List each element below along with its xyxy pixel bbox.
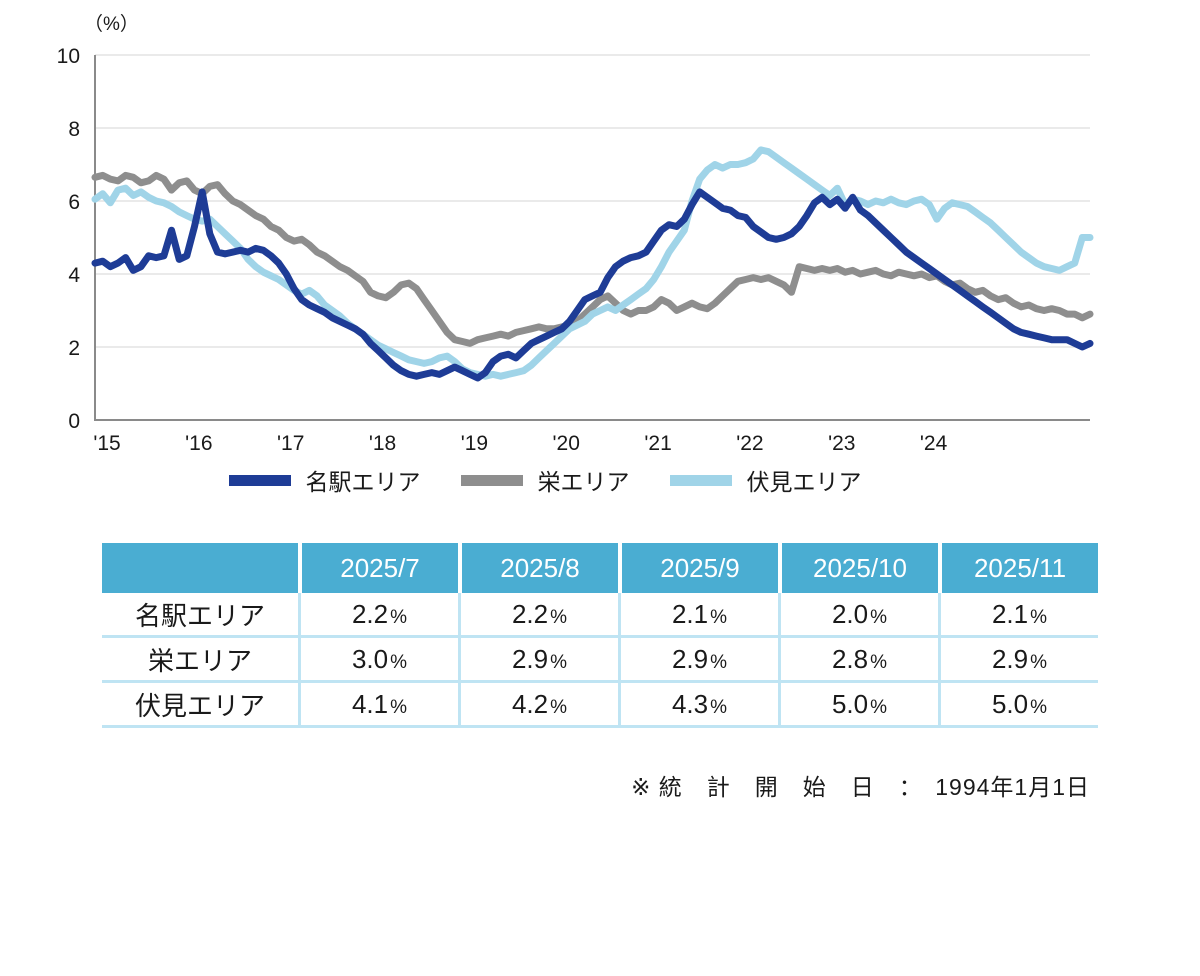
table-header-cell-0: 2025/7 — [298, 543, 458, 593]
table-corner-cell — [102, 543, 298, 593]
table-value-cell: 2.8% — [778, 638, 938, 683]
table-value-cell: 4.1% — [298, 683, 458, 728]
x-tick-label-19: '19 — [461, 432, 488, 455]
table-row-0: 名駅エリア 2.2% 2.2% 2.1% 2.0% 2.1% — [102, 593, 1098, 638]
series-line-sakae — [91, 171, 1094, 347]
table-value-cell: 2.9% — [938, 638, 1098, 683]
table-row-label-2: 伏見エリア — [102, 683, 298, 728]
y-tick-label-4: 4 — [68, 264, 80, 287]
table-value-cell: 2.9% — [618, 638, 778, 683]
table-value-cell: 2.2% — [298, 593, 458, 638]
legend-swatch-meieki — [228, 474, 291, 486]
chart-axes — [94, 55, 1090, 421]
x-tick-label-24: '24 — [920, 432, 948, 455]
table-value-cell: 4.2% — [458, 683, 618, 728]
y-tick-label-10: 10 — [57, 45, 80, 68]
vacancy-rate-line-chart: 0 2 4 6 8 10 '15 '16 '17 '18 '19 '20 '21 '22 '23 '24 （%） — [57, 13, 1094, 455]
y-tick-label-6: 6 — [68, 191, 80, 214]
table-value-cell: 2.2% — [458, 593, 618, 638]
table-header-row: 2025/7 2025/8 2025/9 2025/10 2025/11 — [102, 543, 1098, 593]
table-value-cell: 2.1% — [938, 593, 1098, 638]
series-line-meieki — [91, 188, 1094, 382]
table-row-label-0: 名駅エリア — [102, 593, 298, 638]
x-tick-label-20: '20 — [553, 432, 580, 455]
table-value-cell: 3.0% — [298, 638, 458, 683]
series-line-fushimi — [91, 146, 1094, 380]
vacancy-rate-chart-area: 0 2 4 6 8 10 '15 '16 '17 '18 '19 '20 '21 '22 '23 '24 （%） — [0, 0, 1200, 455]
x-tick-label-21: '21 — [644, 432, 671, 455]
table-value-cell: 5.0% — [778, 683, 938, 728]
legend-item-fushimi: 伏見エリア — [669, 463, 862, 497]
table-header-cell-3: 2025/10 — [778, 543, 938, 593]
x-tick-label-15: '15 — [93, 432, 120, 455]
y-tick-label-2: 2 — [68, 337, 80, 360]
statistics-start-footnote: ※ 統 計 開 始 日 ： 1994年1月1日 — [631, 774, 1090, 800]
legend-item-meieki: 名駅エリア — [228, 463, 421, 497]
legend-item-sakae: 栄エリア — [460, 463, 630, 497]
x-tick-label-23: '23 — [828, 432, 855, 455]
y-axis-unit-label: （%） — [84, 13, 139, 35]
table-value-cell: 2.0% — [778, 593, 938, 638]
table-value-cell: 5.0% — [938, 683, 1098, 728]
legend-swatch-fushimi — [669, 474, 732, 486]
x-tick-label-22: '22 — [736, 432, 763, 455]
table-value-cell: 4.3% — [618, 683, 778, 728]
table-header-cell-1: 2025/8 — [458, 543, 618, 593]
table-row-1: 栄エリア 3.0% 2.9% 2.9% 2.8% 2.9% — [102, 638, 1098, 683]
legend-label-meieki: 名駅エリア — [305, 469, 421, 495]
y-tick-label-0: 0 — [68, 410, 80, 433]
table-value-cell: 2.9% — [458, 638, 618, 683]
table-row-label-1: 栄エリア — [102, 638, 298, 683]
x-tick-label-16: '16 — [185, 432, 212, 455]
table-header-cell-4: 2025/11 — [938, 543, 1098, 593]
table-header-cell-2: 2025/9 — [618, 543, 778, 593]
x-tick-label-18: '18 — [369, 432, 396, 455]
monthly-vacancy-table: 2025/7 2025/8 2025/9 2025/10 2025/11 名駅エリア 2.… — [102, 543, 1098, 728]
y-tick-label-8: 8 — [68, 118, 80, 141]
legend-label-sakae: 栄エリア — [537, 469, 630, 495]
table-row-2: 伏見エリア 4.1% 4.2% 4.3% 5.0% 5.0% — [102, 683, 1098, 728]
table-value-cell: 2.1% — [618, 593, 778, 638]
legend-swatch-sakae — [460, 474, 523, 486]
x-tick-label-17: '17 — [277, 432, 304, 455]
legend-label-fushimi: 伏見エリア — [746, 469, 862, 495]
chart-legend: 名駅エリア 栄エリア 伏見エリア — [0, 463, 1090, 497]
